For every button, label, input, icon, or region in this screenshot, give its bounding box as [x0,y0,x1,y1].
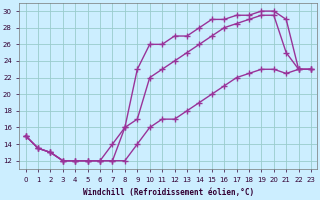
X-axis label: Windchill (Refroidissement éolien,°C): Windchill (Refroidissement éolien,°C) [83,188,254,197]
